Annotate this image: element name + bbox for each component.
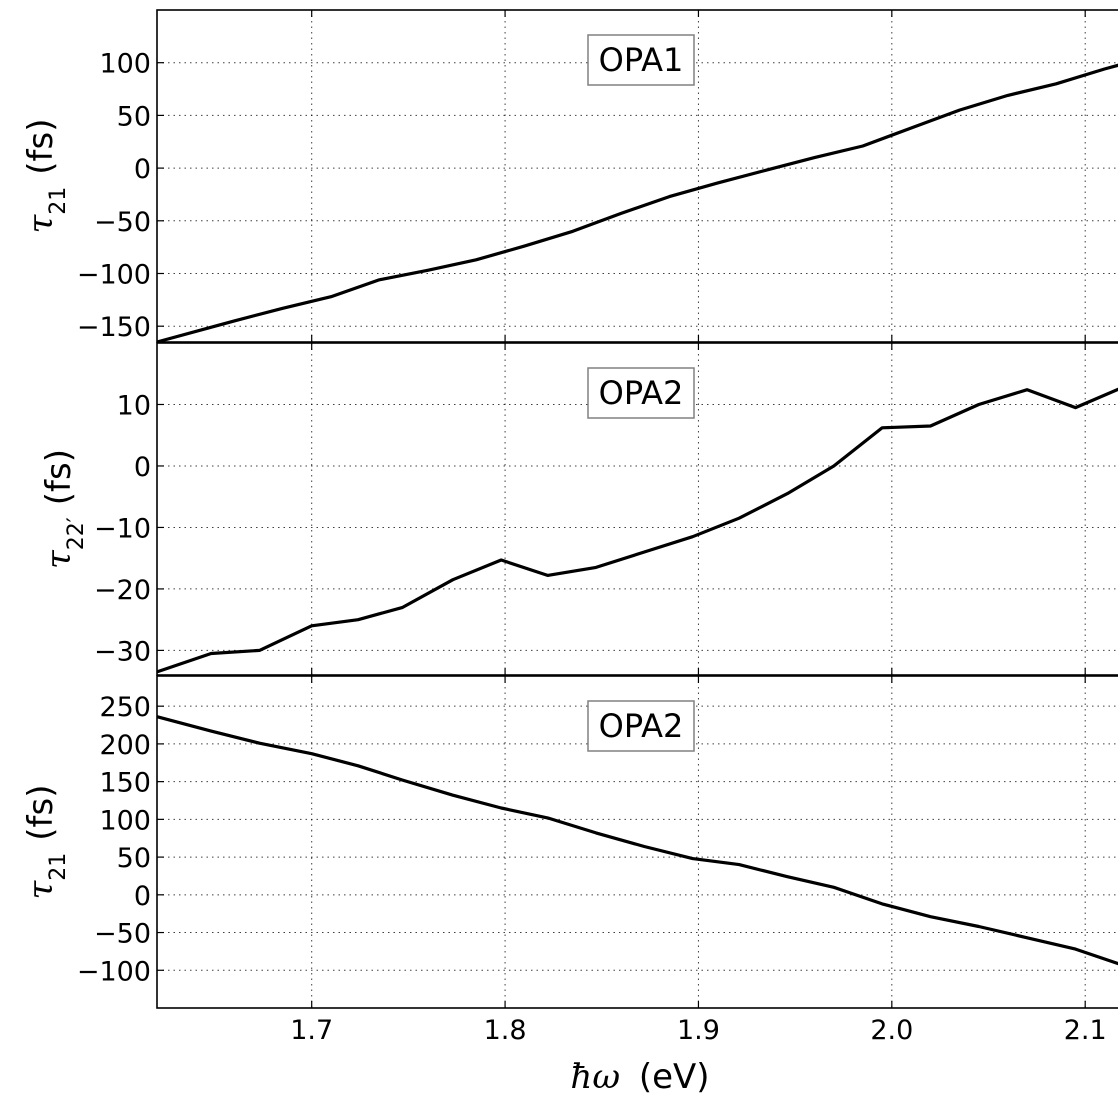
y-axis-label-unit: (fs) [21, 784, 61, 840]
panel-3-y-tick-label: 0 [134, 881, 151, 912]
panel-1-annotation-text: OPA1 [599, 41, 684, 79]
panel-1-y-tick-label: −100 [77, 259, 151, 290]
panel-2-frame [156, 342, 1118, 676]
y-axis-label-subscript: 22′ [64, 517, 89, 550]
x-tick-label: 2.1 [1064, 1015, 1107, 1046]
panel-3-annotation: OPA2 [587, 700, 695, 752]
x-tick-label: 1.8 [484, 1015, 527, 1046]
panel-3-y-tick-label: 250 [99, 692, 151, 723]
panel-1-y-tick-label: 50 [117, 101, 151, 132]
y-axis-label-subscript: 21 [46, 853, 71, 881]
panel-2-annotation: OPA2 [587, 367, 695, 419]
panel-2: −30 −20 −10 0 10 OPA2 τ22′ (fs) [39, 342, 1118, 676]
panel-3: −100 −50 0 50 100 150 200 250 OPA2 τ21 (fs) [21, 675, 1118, 1009]
panel-3-y-tick-label: 50 [117, 843, 151, 874]
panel-2-y-tick-label: −20 [94, 575, 151, 606]
panel-3-y-tick-label: −50 [94, 919, 151, 950]
panel-1-series-line [156, 63, 1118, 344]
y-axis-label-symbol: τ [21, 214, 61, 234]
panel-2-y-tick-label: −10 [94, 513, 151, 544]
panel-1-y-tick-label: 100 [99, 49, 151, 80]
panel-2-y-tick-label: 10 [117, 390, 151, 421]
panel-1-frame [156, 9, 1118, 343]
panel-3-y-tick-label: −100 [77, 956, 151, 987]
x-axis-label-symbol: ħω [570, 1057, 620, 1097]
panel-3-annotation-box [587, 700, 695, 752]
panel-3-annotation-text: OPA2 [599, 707, 684, 745]
panel-1-y-tick-label: −50 [94, 207, 151, 238]
panel-2-annotation-box [587, 367, 695, 419]
panel-2-y-tick-label: −30 [94, 636, 151, 667]
y-axis-label-unit: (fs) [21, 118, 61, 174]
panel-2-y-tick-label: 0 [134, 452, 151, 483]
panel-3-frame [156, 675, 1118, 1009]
x-tick-labels: 1.7 1.8 1.9 2.0 2.1 [290, 1015, 1106, 1046]
x-axis-label-unit: (eV) [639, 1057, 710, 1097]
panel-1: −150 −100 −50 0 50 100 OPA1 τ21 (fs) [21, 9, 1118, 344]
x-tick-label: 1.9 [677, 1015, 720, 1046]
panel-1-annotation-box [587, 34, 695, 86]
panel-3-y-tick-label: 200 [99, 730, 151, 761]
x-tick-label: 2.0 [870, 1015, 913, 1046]
panel-3-series-line [156, 715, 1118, 966]
panel-2-y-axis-label: τ22′ (fs) [39, 449, 89, 569]
x-tick-label: 1.7 [290, 1015, 333, 1046]
panel-1-y-tick-label: −150 [77, 312, 151, 343]
y-axis-label-unit: (fs) [39, 449, 79, 505]
y-axis-label-symbol: τ [39, 549, 79, 569]
shared-x-axis: 1.7 1.8 1.9 2.0 2.1 ħω (eV) [290, 1015, 1106, 1097]
panel-3-y-axis-label: τ21 (fs) [21, 784, 71, 899]
panel-3-y-tick-label: 100 [99, 805, 151, 836]
panel-2-annotation-text: OPA2 [599, 374, 684, 412]
panel-2-series-line [156, 387, 1118, 674]
panel-1-annotation: OPA1 [587, 34, 695, 86]
panel-3-y-tick-label: 150 [99, 768, 151, 799]
panel-1-y-axis-label: τ21 (fs) [21, 118, 71, 233]
x-axis-label: ħω (eV) [570, 1057, 709, 1097]
y-axis-label-subscript: 21 [46, 187, 71, 215]
y-axis-label-symbol: τ [21, 880, 61, 900]
panel-1-y-tick-label: 0 [134, 154, 151, 185]
